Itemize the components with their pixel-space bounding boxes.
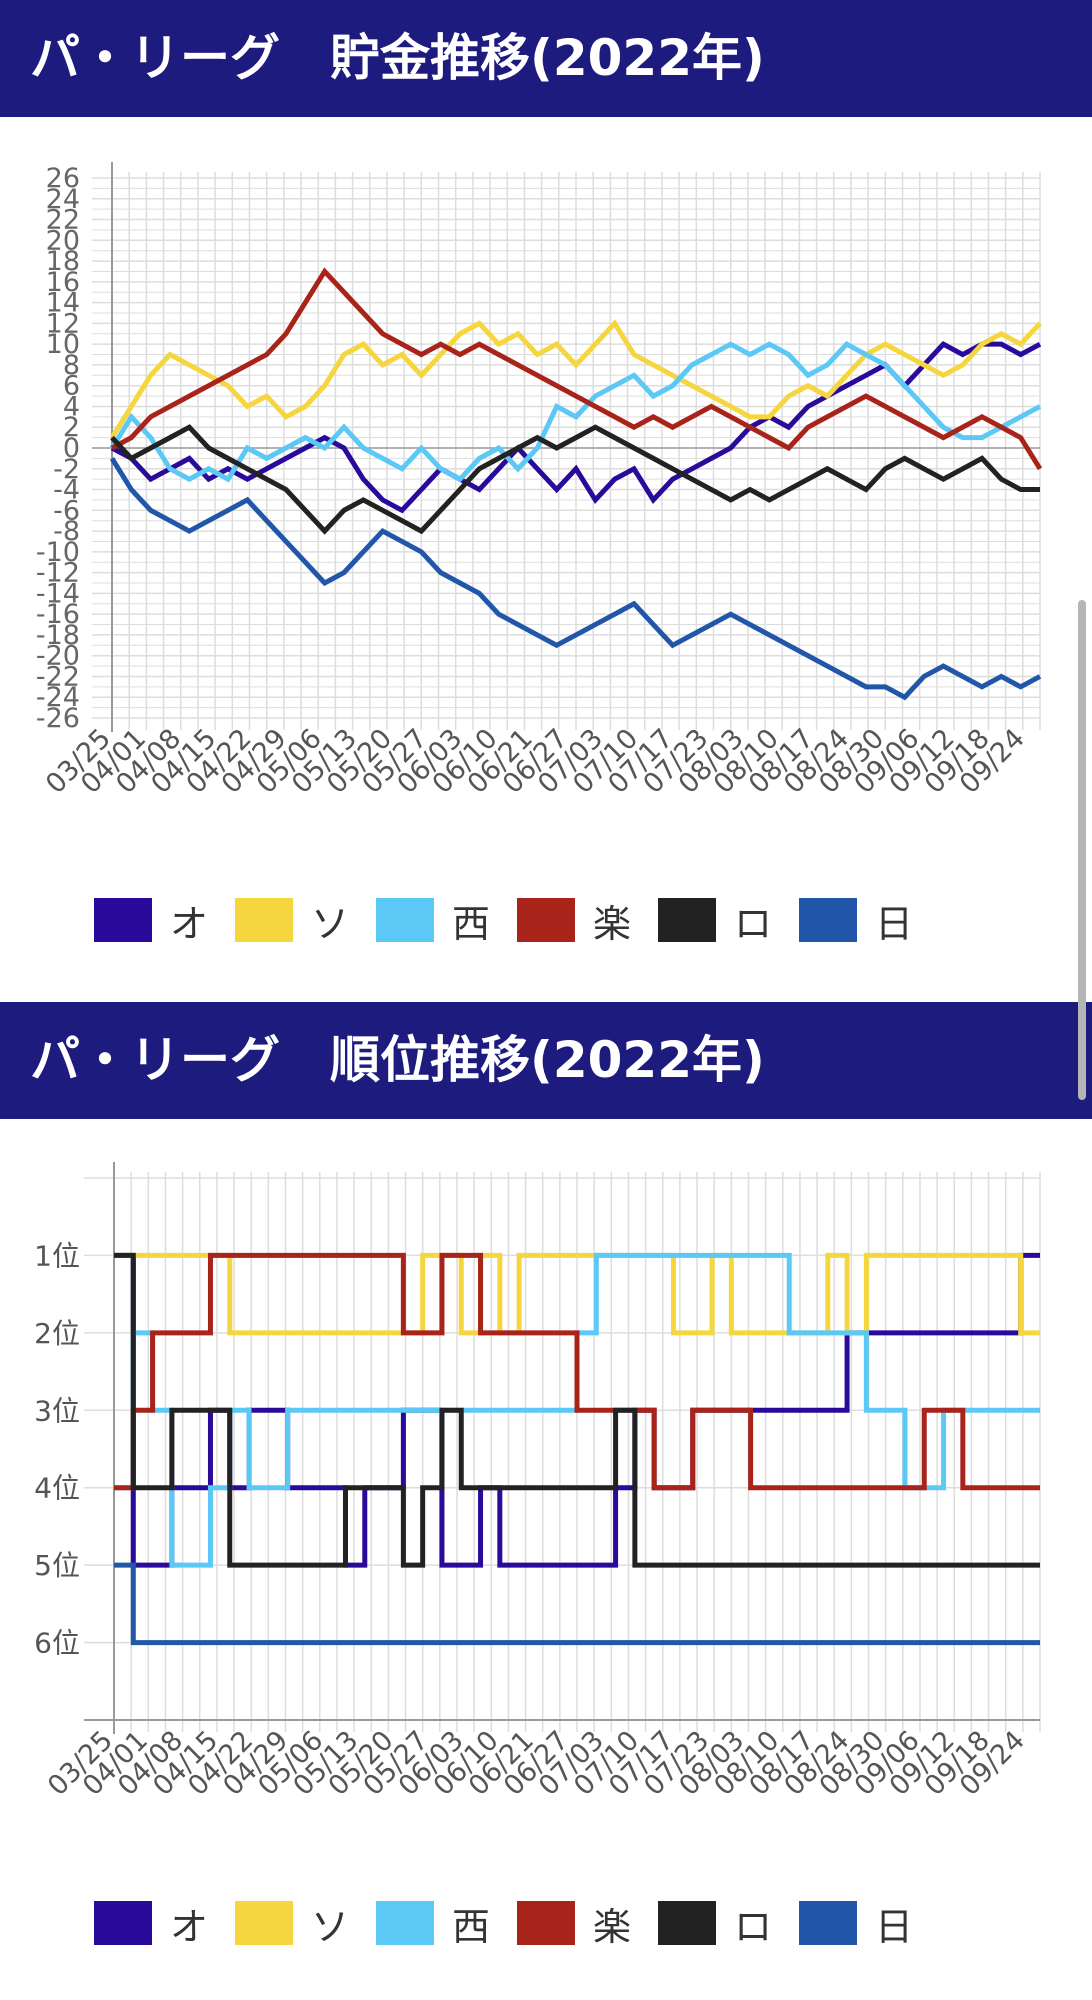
legend-swatch	[376, 1901, 434, 1945]
legend-swatch	[94, 898, 152, 942]
legend-label: 楽	[593, 1904, 632, 1949]
page-scrollbar[interactable]	[1078, 600, 1086, 1100]
legend-swatch	[517, 1901, 575, 1945]
y-tick-label: 6	[63, 371, 80, 402]
y-tick-label: 16	[46, 267, 80, 298]
y-tick-label: -4	[53, 475, 80, 506]
y-tick-label: 4位	[34, 1472, 80, 1505]
y-tick-label: 18	[46, 246, 80, 277]
y-tick-label: 5位	[34, 1549, 80, 1582]
legend-item-nipponham[interactable]: 日	[799, 1896, 914, 1951]
legend-swatch	[658, 898, 716, 942]
y-tick-label: 2位	[34, 1317, 80, 1350]
legend-item-orix[interactable]: オ	[94, 893, 209, 948]
y-tick-label: -16	[36, 599, 80, 630]
legend-swatch	[799, 898, 857, 942]
series-line-楽	[114, 1252, 1040, 1491]
legend-swatch	[376, 898, 434, 942]
y-tick-label: 24	[46, 184, 80, 215]
legend-swatch	[799, 1901, 857, 1945]
legend-item-seibu[interactable]: 西	[376, 893, 491, 948]
series-line-日	[114, 1562, 1040, 1646]
legend-item-seibu[interactable]: 西	[376, 1896, 491, 1951]
y-tick-label: 22	[46, 205, 80, 236]
legend-item-lotte[interactable]: ロ	[658, 1896, 773, 1951]
legend-item-nipponham[interactable]: 日	[799, 893, 914, 948]
legend-item-rakuten[interactable]: 楽	[517, 893, 632, 948]
series-line-楽	[110, 267, 1043, 471]
legend-item-rakuten[interactable]: 楽	[517, 1896, 632, 1951]
series-line-ロ	[114, 1252, 1040, 1568]
rank-line-chart: 1位2位3位4位5位6位03/2504/0104/0804/1504/2204/…	[34, 1162, 1041, 1802]
y-tick-label: -10	[36, 537, 80, 568]
legend-swatch	[658, 1901, 716, 1945]
y-tick-label: 1位	[34, 1239, 80, 1272]
y-tick-label: -2	[53, 454, 80, 485]
savings-legend: オ ソ 西 楽 ロ 日	[94, 893, 940, 948]
y-tick-label: 6位	[34, 1627, 80, 1660]
y-tick-label: 20	[46, 225, 80, 256]
y-tick-label: -22	[36, 661, 80, 692]
legend-item-softbank[interactable]: ソ	[235, 893, 350, 948]
y-tick-label: -8	[53, 516, 80, 547]
rank-chart-header: パ・リーグ 順位推移(2022年)	[0, 1002, 1092, 1119]
legend-label: オ	[170, 1904, 209, 1949]
legend-item-lotte[interactable]: ロ	[658, 893, 773, 948]
y-tick-label: 0	[63, 433, 80, 464]
savings-line-chart: 26242220181614121086420-2-4-6-8-10-12-14…	[36, 162, 1043, 800]
y-tick-label: 8	[63, 350, 80, 381]
series-line-ロ	[110, 424, 1040, 535]
legend-label: ソ	[311, 901, 350, 946]
rank-legend: オ ソ 西 楽 ロ 日	[94, 1896, 940, 1951]
legend-label: 日	[875, 901, 914, 946]
legend-label: 日	[875, 1904, 914, 1949]
legend-label: 楽	[593, 901, 632, 946]
legend-swatch	[517, 898, 575, 942]
legend-label: ソ	[311, 1904, 350, 1949]
y-tick-label: -20	[36, 641, 80, 672]
legend-label: オ	[170, 901, 209, 946]
legend-swatch	[235, 898, 293, 942]
legend-item-softbank[interactable]: ソ	[235, 1896, 350, 1951]
legend-label: 西	[452, 1904, 491, 1949]
legend-item-orix[interactable]: オ	[94, 1896, 209, 1951]
y-tick-label: 4	[63, 391, 80, 422]
legend-label: ロ	[734, 901, 773, 946]
y-tick-label: 12	[46, 308, 80, 339]
series-line-ソ	[109, 319, 1042, 439]
legend-swatch	[235, 1901, 293, 1945]
y-tick-label: -14	[36, 578, 80, 609]
y-tick-label: 10	[46, 329, 80, 360]
y-tick-label: -26	[36, 703, 80, 734]
y-tick-label: -6	[53, 495, 80, 526]
series-line-ソ	[114, 1252, 1040, 1336]
y-tick-label: 26	[46, 163, 80, 194]
y-tick-label: -24	[36, 682, 80, 713]
y-tick-label: 2	[63, 412, 80, 443]
series-line-西	[109, 341, 1042, 483]
savings-chart-header: パ・リーグ 貯金推移(2022年)	[0, 0, 1092, 117]
y-tick-label: 3位	[34, 1394, 80, 1427]
series-line-日	[109, 457, 1042, 701]
legend-swatch	[94, 1901, 152, 1945]
legend-label: 西	[452, 901, 491, 946]
y-tick-label: 14	[46, 288, 80, 319]
legend-label: ロ	[734, 1904, 773, 1949]
y-tick-label: -18	[36, 620, 80, 651]
y-tick-label: -12	[36, 558, 80, 589]
